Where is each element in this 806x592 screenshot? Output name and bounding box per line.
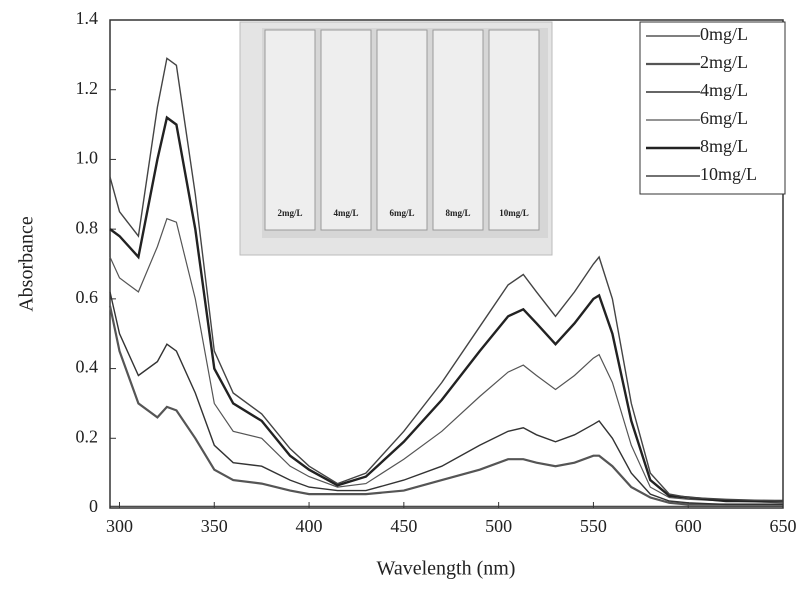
- x-tick-label: 450: [390, 516, 417, 536]
- y-tick-label: 1.0: [76, 148, 99, 168]
- inset-label: 2mg/L: [277, 208, 302, 218]
- series-line: [108, 305, 783, 506]
- inset-label: 4mg/L: [333, 208, 358, 218]
- cuvette: [432, 29, 484, 231]
- x-tick-label: 650: [770, 516, 797, 536]
- x-tick-label: 400: [296, 516, 323, 536]
- series-line: [109, 57, 784, 502]
- x-tick-label: 500: [485, 516, 512, 536]
- x-tick-label: 600: [675, 516, 702, 536]
- cuvette: [320, 29, 372, 231]
- y-axis-label: Absorbance: [16, 216, 38, 312]
- x-tick-label: 550: [580, 516, 607, 536]
- legend-label: 2mg/L: [700, 52, 748, 72]
- x-tick-label: 300: [106, 516, 133, 536]
- y-tick-label: 0.6: [76, 287, 99, 307]
- legend-label: 10mg/L: [700, 164, 757, 184]
- cuvette: [264, 29, 316, 231]
- cuvette: [488, 29, 540, 231]
- legend-label: 6mg/L: [700, 108, 748, 128]
- plot-frame: [109, 19, 784, 509]
- x-axis-label: Wavelength (nm): [377, 558, 516, 580]
- y-tick-label: 0.8: [76, 217, 99, 237]
- y-tick-label: 0.2: [76, 426, 99, 446]
- legend-box: [639, 21, 786, 195]
- series-line: [109, 217, 784, 504]
- inset-label: 8mg/L: [445, 208, 470, 218]
- y-tick-label: 0: [89, 496, 98, 516]
- legend-label: 8mg/L: [700, 136, 748, 156]
- y-tick-label: 1.2: [76, 78, 99, 98]
- y-tick-label: 0.4: [76, 357, 99, 377]
- y-tick-label: 1.4: [76, 8, 99, 28]
- x-tick-label: 350: [201, 516, 228, 536]
- inset-label: 10mg/L: [499, 208, 529, 218]
- series-line: [109, 115, 783, 503]
- inset-label: 6mg/L: [389, 208, 414, 218]
- series-line: [109, 291, 783, 506]
- cuvette: [376, 29, 428, 231]
- legend-label: 0mg/L: [700, 24, 748, 44]
- legend-label: 4mg/L: [700, 80, 748, 100]
